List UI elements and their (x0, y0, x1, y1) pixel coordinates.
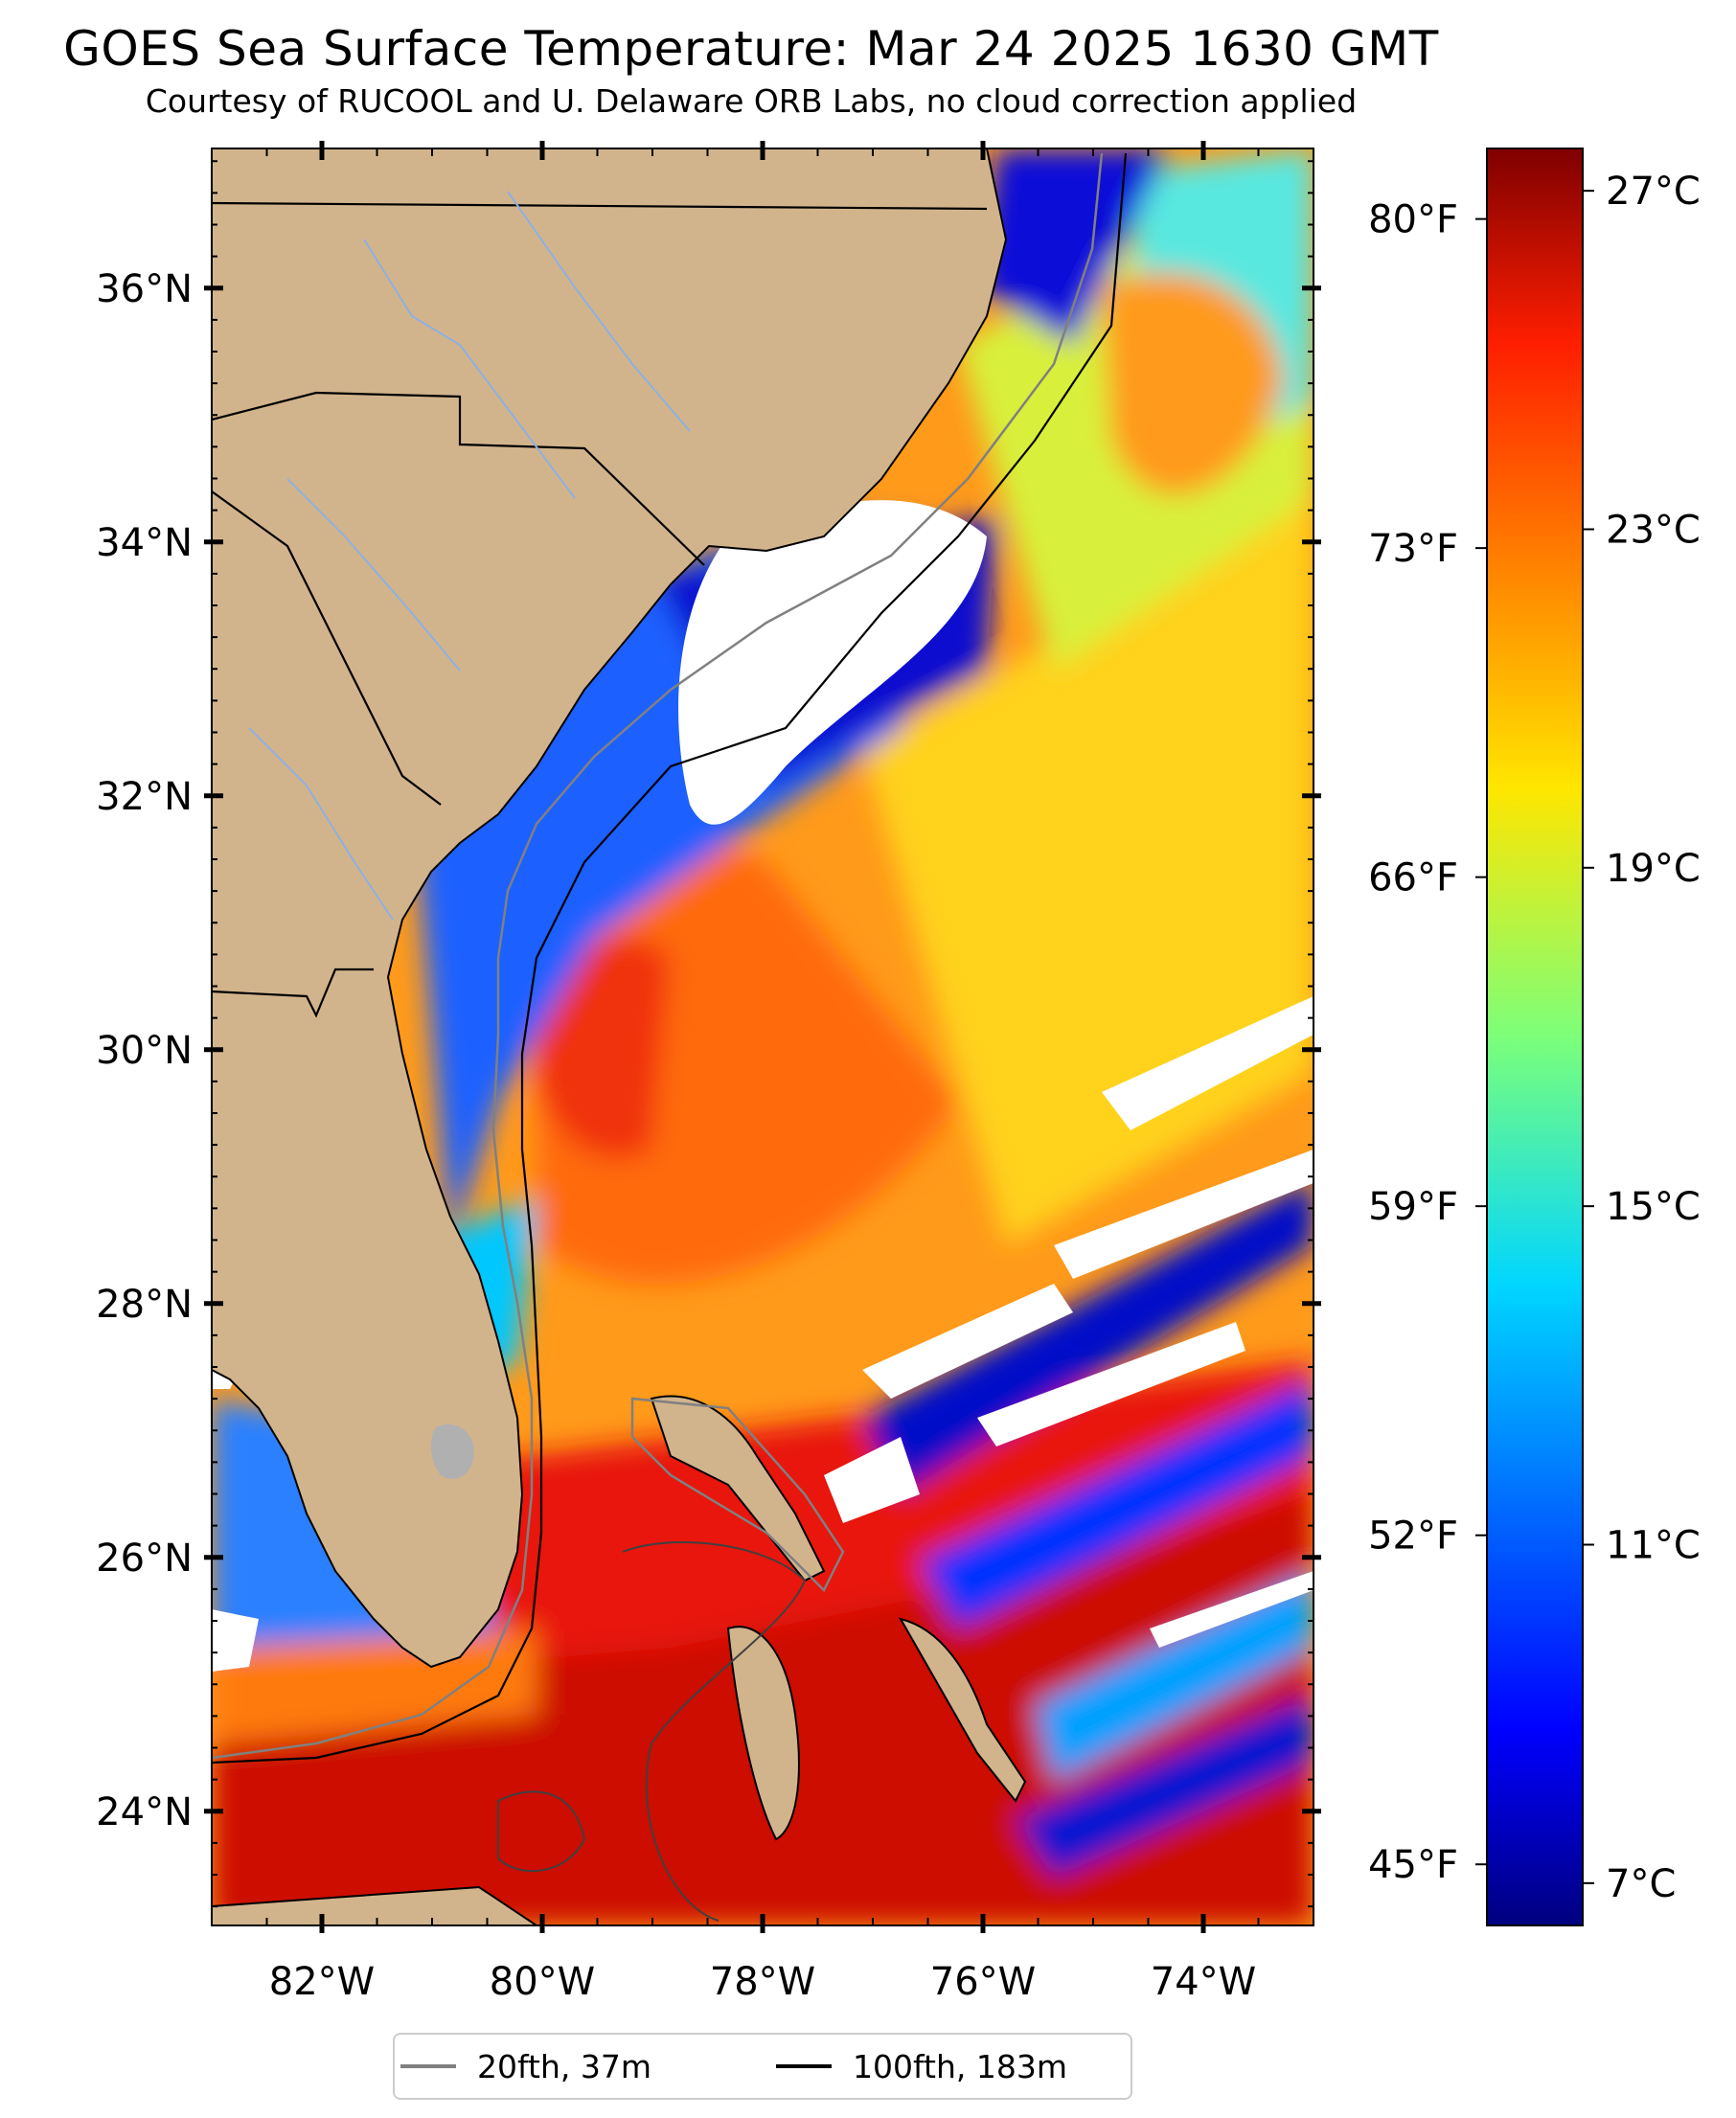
lake-okeechobee (430, 1423, 474, 1479)
lon-tick-label: 78°W (710, 1960, 815, 2004)
rivers (248, 191, 691, 921)
legend-item-100fth: 100fth, 183m (776, 2035, 1067, 2098)
legend-item-20fth: 20fth, 37m (400, 2035, 651, 2098)
lat-tick-label: 34°N (96, 521, 193, 565)
fahrenheit-tick-label: 66°F (1368, 856, 1458, 900)
chart-subtitle: Courtesy of RUCOOL and U. Delaware ORB L… (145, 82, 1358, 120)
chart-title: GOES Sea Surface Temperature: Mar 24 202… (63, 21, 1439, 77)
lat-tick-label: 30°N (96, 1029, 193, 1073)
lon-tick-label: 76°W (930, 1960, 1036, 2004)
land-bahamas-abaco (650, 1395, 826, 1583)
bathymetry-contours (212, 152, 1128, 1922)
fahrenheit-tick-label: 52°F (1368, 1514, 1458, 1559)
lat-tick-label: 26°N (96, 1537, 193, 1581)
celsius-tick-label: 19°C (1606, 847, 1701, 891)
legend-label-20fth: 20fth, 37m (477, 2047, 651, 2085)
colorbar (1486, 148, 1584, 1926)
celsius-tick-label: 27°C (1606, 170, 1701, 214)
legend-swatch-20fth (400, 2064, 456, 2068)
celsius-tick-label: 11°C (1606, 1524, 1701, 1568)
contour-100fth (212, 152, 1128, 1765)
fahrenheit-tick-label: 80°F (1368, 198, 1458, 242)
celsius-tick-label: 23°C (1606, 509, 1701, 553)
land-us-coast (212, 148, 1008, 1669)
lat-tick-label: 24°N (96, 1790, 193, 1834)
lon-tick-label: 74°W (1151, 1960, 1256, 2004)
colorbar-axes: 7°C 11°C 15°C 19°C 23°C 27°C 45°F 52°F 59°F 66°F 7… (1368, 170, 1701, 1906)
land-cuba (212, 1885, 538, 1925)
state-boundaries (212, 201, 988, 1018)
legend-swatch-100fth (776, 2064, 832, 2068)
fahrenheit-tick-label: 73°F (1368, 527, 1458, 571)
lat-tick-label: 28°N (96, 1283, 193, 1327)
contour-20fth (212, 152, 1104, 1760)
lon-tick-label: 82°W (269, 1960, 375, 2004)
celsius-tick-label: 7°C (1606, 1862, 1676, 1906)
celsius-tick-label: 15°C (1606, 1185, 1701, 1229)
land-areas (212, 148, 1027, 1925)
fahrenheit-tick-label: 59°F (1368, 1185, 1458, 1229)
map-axes: 82°W 80°W 78°W 76°W 74°W 24°N 26°N 28°N 30°N 32°N… (96, 141, 1321, 2004)
land-bahamas-eleuthera (898, 1617, 1027, 1803)
legend: 20fth, 37m 100fth, 183m (393, 2033, 1132, 2100)
lat-tick-label: 32°N (96, 775, 193, 819)
land-bahamas-andros (726, 1626, 800, 1841)
lat-tick-label: 36°N (96, 267, 193, 311)
lon-tick-label: 80°W (490, 1960, 595, 2004)
fahrenheit-tick-label: 45°F (1368, 1843, 1458, 1887)
legend-label-100fth: 100fth, 183m (853, 2047, 1067, 2085)
